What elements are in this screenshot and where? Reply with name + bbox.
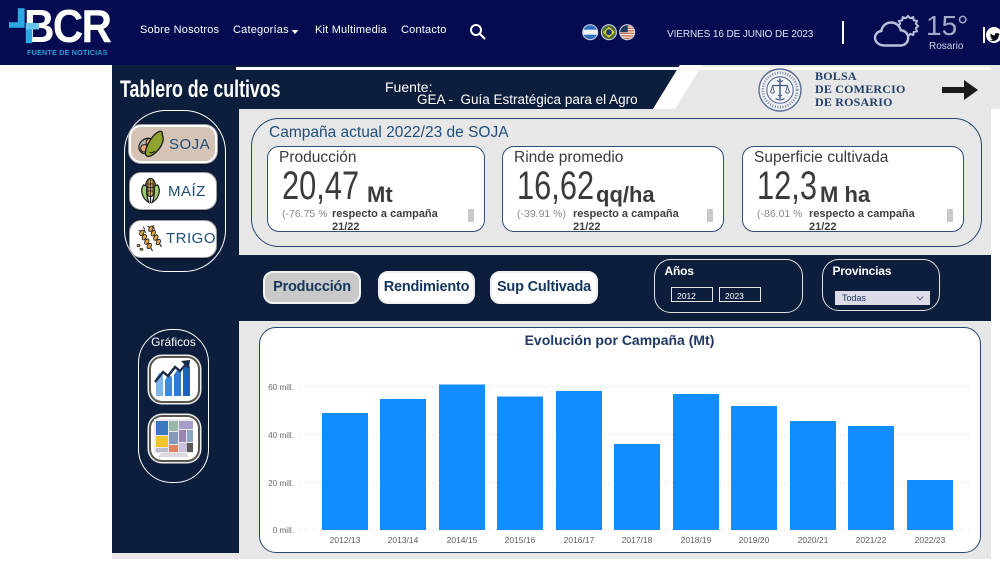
svg-text:2019/20: 2019/20 (738, 535, 769, 545)
svg-text:2018/19: 2018/19 (680, 535, 711, 545)
svg-text:2017/18: 2017/18 (621, 535, 652, 545)
svg-text:2016/17: 2016/17 (563, 535, 594, 545)
svg-text:2022/23: 2022/23 (914, 535, 945, 545)
svg-text:2014/15: 2014/15 (446, 535, 477, 545)
svg-text:2013/14: 2013/14 (387, 535, 418, 545)
svg-text:20 mill.: 20 mill. (268, 479, 294, 488)
svg-text:0 mill.: 0 mill. (272, 526, 293, 535)
svg-text:60 mill.: 60 mill. (268, 383, 294, 392)
svg-text:2020/21: 2020/21 (797, 535, 828, 545)
svg-text:2015/16: 2015/16 (504, 535, 535, 545)
svg-text:2012/13: 2012/13 (329, 535, 360, 545)
svg-text:2021/22: 2021/22 (855, 535, 886, 545)
svg-text:40 mill.: 40 mill. (268, 431, 294, 440)
